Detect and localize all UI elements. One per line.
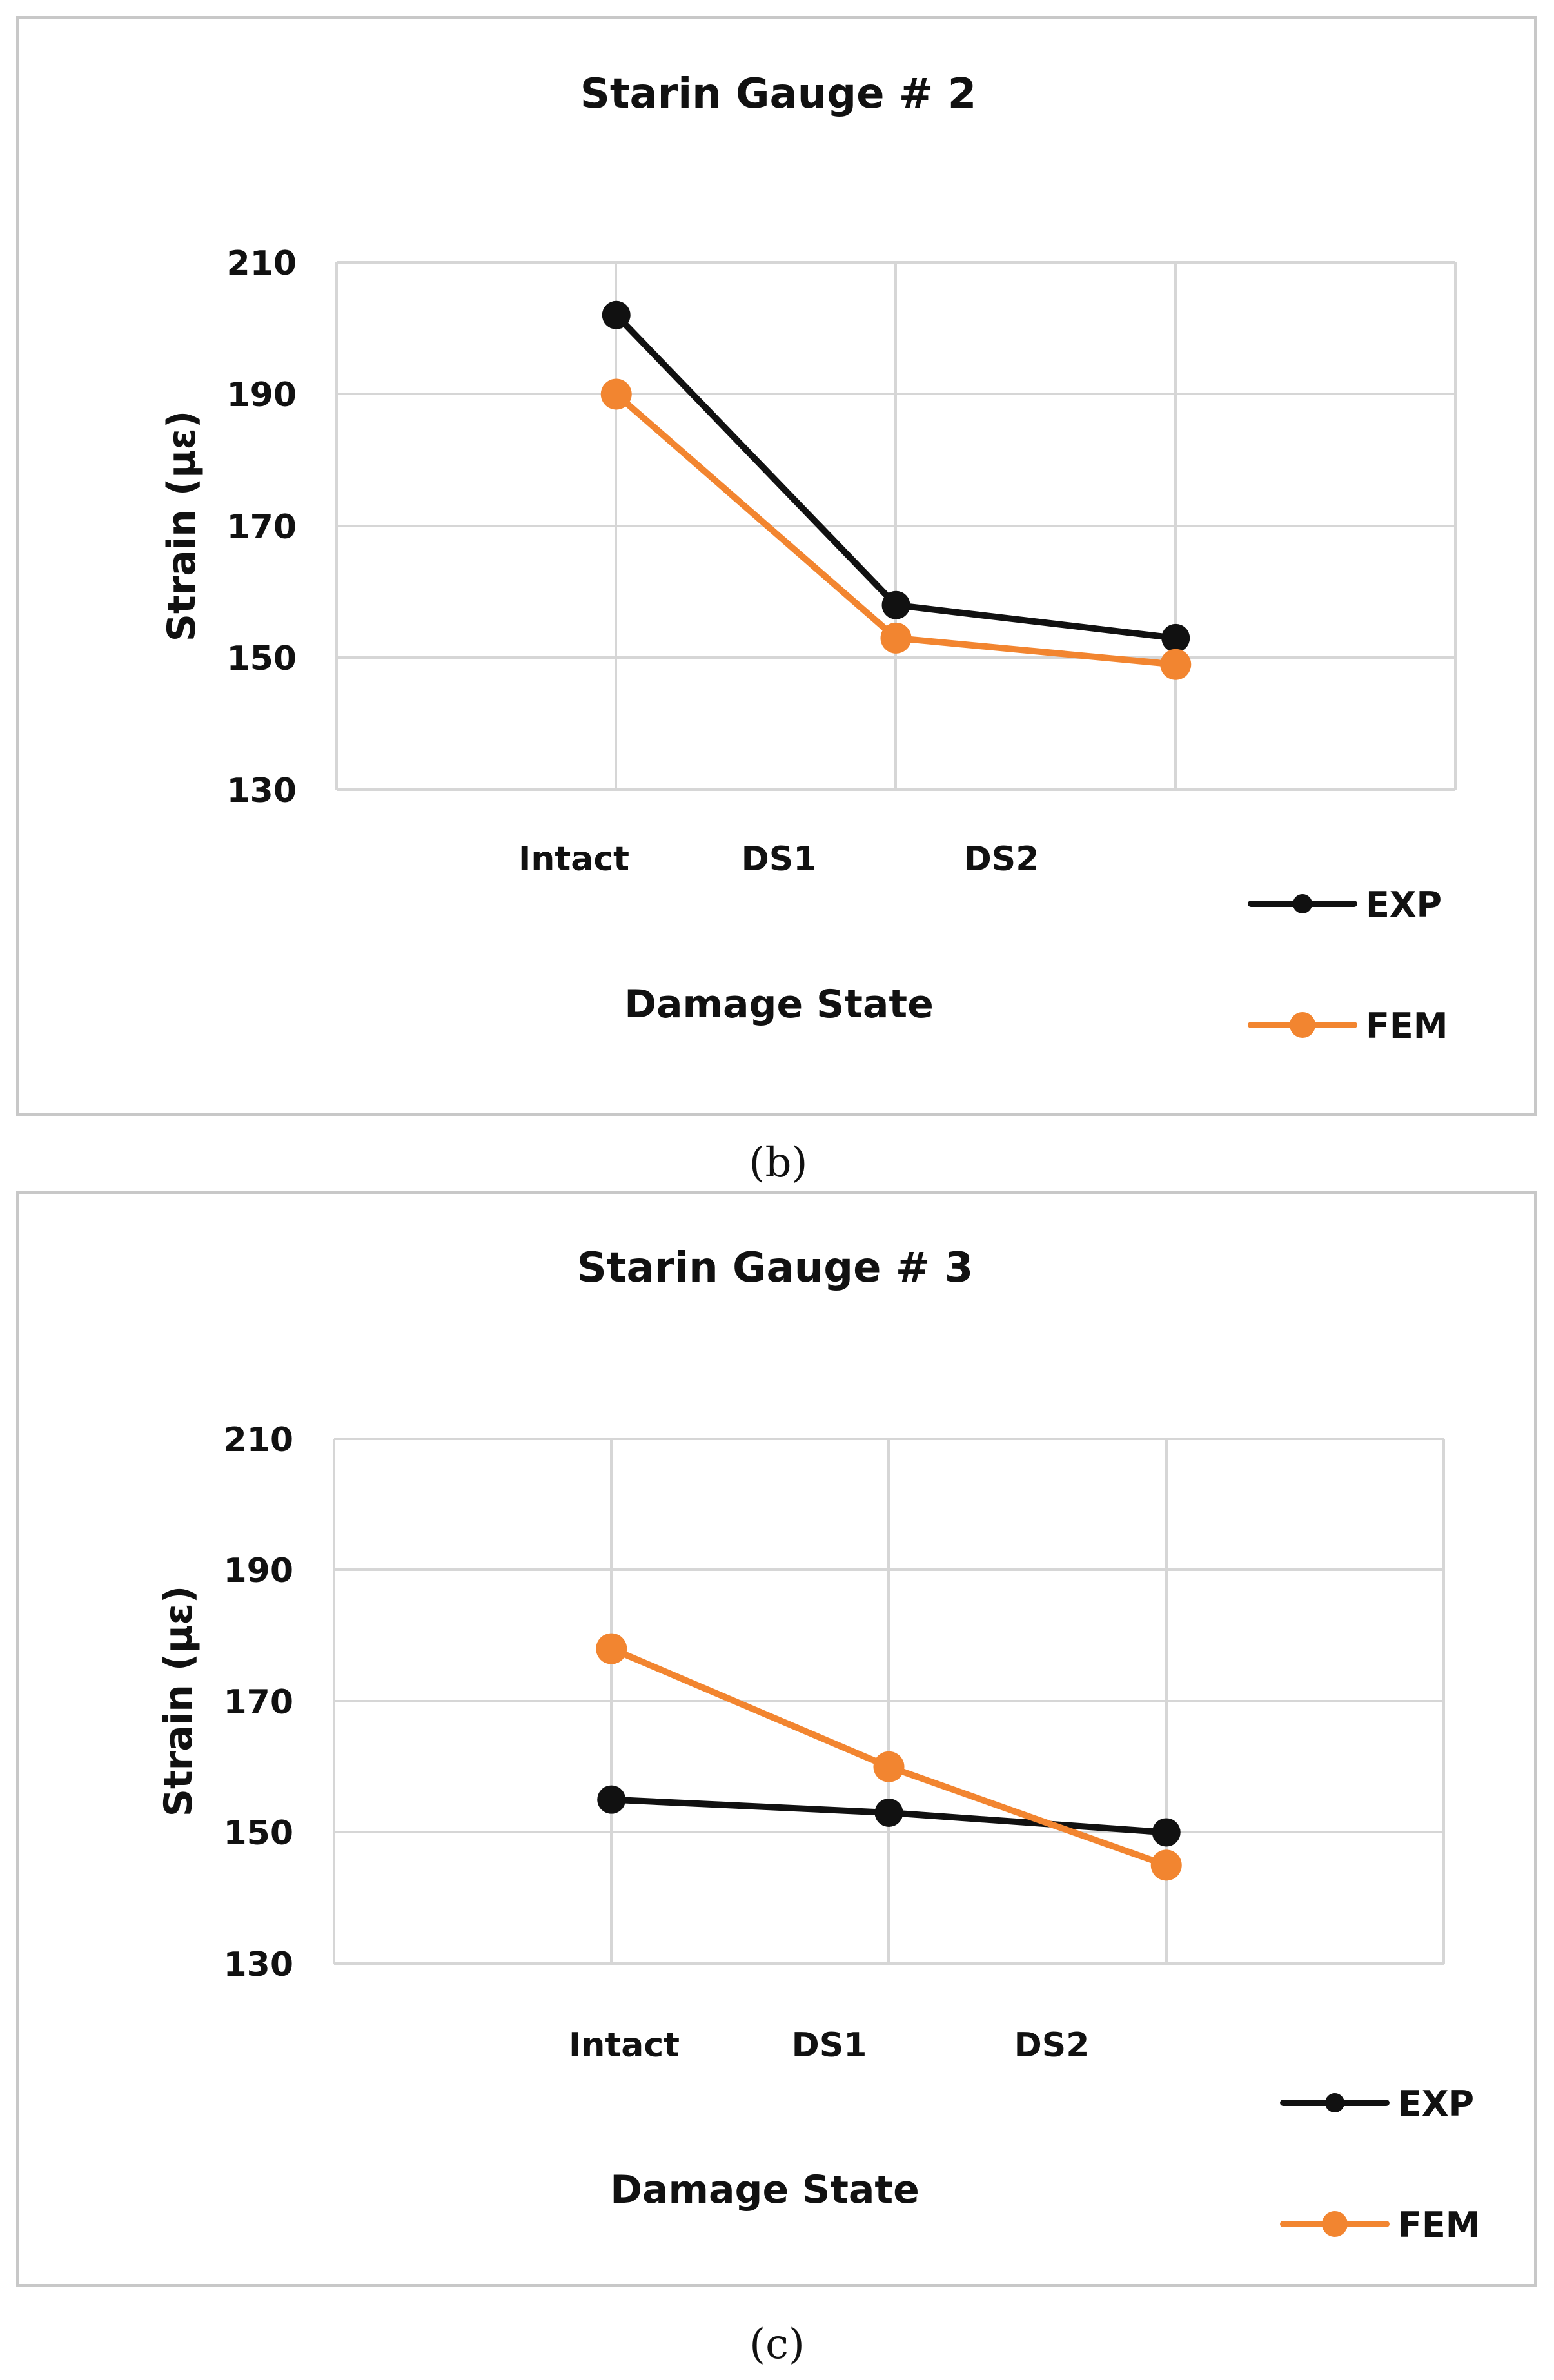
chart-b-series-exp-point [881,590,910,619]
chart-b-x-ticks: Intact DS1 DS2 [518,840,1039,879]
chart-b-legend-exp-marker [1293,894,1312,913]
chart-b-x-tick: DS2 [964,840,1039,879]
chart-b-y-axis-label: Strain (με) [159,411,204,642]
chart-c-x-ticks: Intact DS1 DS2 [569,2026,1089,2065]
chart-b-legend-fem-marker [1290,1012,1315,1038]
chart-c-series-fem-point [596,1633,627,1664]
chart-c-y-ticks: 130 150 170 190 210 [223,1421,293,1984]
chart-b-x-axis-label: Damage State [624,982,934,1027]
chart-c-x-tick: DS1 [792,2026,867,2065]
chart-b-series-fem-point [600,378,632,410]
chart-c-frame [16,1191,1537,2287]
chart-b-title: Starin Gauge # 2 [580,70,976,118]
chart-c-x-axis-label: Damage State [610,2167,920,2212]
chart-c-y-tick: 190 [223,1552,293,1590]
chart-c-y-tick: 170 [223,1683,293,1722]
chart-c-series-exp-point [597,1785,626,1814]
chart-c-legend-fem: FEM [1280,2205,1480,2245]
chart-b-y-tick: 150 [226,639,297,678]
chart-c-legend-fem-marker [1322,2211,1348,2237]
chart-b-legend-fem-label: FEM [1366,1006,1448,1046]
chart-c-legend-exp: EXP [1280,2083,1474,2124]
chart-c-y-tick: 130 [223,1946,293,1984]
chart-c-legend-exp-marker [1325,2093,1344,2112]
chart-c-gridlines [333,1438,1445,1965]
chart-b-legend: EXP FEM [1248,884,1448,1046]
chart-b-series-exp-point [1161,623,1190,652]
chart-c-legend-fem-label: FEM [1398,2205,1480,2245]
chart-b-caption: (b) [749,1139,808,1187]
chart-b-y-tick: 190 [226,376,297,415]
chart-c-y-tick: 210 [223,1421,293,1459]
chart-b-y-tick: 170 [226,508,297,547]
chart-b-series-fem-point [1160,649,1192,680]
chart-c-caption: (c) [749,2321,805,2368]
chart-c-legend: EXP FEM [1280,2083,1480,2245]
chart-c-series-exp-point [1152,1818,1181,1847]
chart-c-plot [596,1633,1182,1881]
chart-c-legend-exp-label: EXP [1398,2083,1474,2124]
chart-b-x-tick: Intact [518,840,629,879]
chart-b-plot [600,300,1192,680]
chart-b-y-tick: 210 [226,244,297,283]
chart-b-series-fem-point [880,622,912,654]
chart-b-y-ticks: 130 150 170 190 210 [226,244,297,810]
chart-b-gridlines [335,261,1457,791]
chart-b-series-exp-point [602,300,631,329]
chart-c-y-tick: 150 [223,1814,293,1853]
chart-c-title: Starin Gauge # 3 [577,1244,973,1292]
chart-c-series-fem-point [873,1751,905,1782]
chart-c-x-tick: Intact [569,2026,680,2065]
chart-b-legend-fem: FEM [1248,1006,1448,1046]
chart-b-y-tick: 130 [226,772,297,810]
chart-c-series-exp-point [874,1798,903,1827]
chart-c-y-axis-label: Strain (με) [156,1586,201,1817]
chart-b: Starin Gauge # 2 130 150 170 190 210 Int… [16,16,1537,1116]
chart-c: Starin Gauge # 3 130 150 170 190 210 Int… [16,1191,1537,2287]
chart-c-x-tick: DS2 [1014,2026,1090,2065]
chart-c-series-fem-point [1150,1849,1182,1881]
chart-b-frame [16,16,1537,1116]
chart-b-legend-exp-label: EXP [1366,884,1442,925]
chart-b-x-tick: DS1 [742,840,817,879]
chart-b-legend-exp: EXP [1248,884,1442,925]
